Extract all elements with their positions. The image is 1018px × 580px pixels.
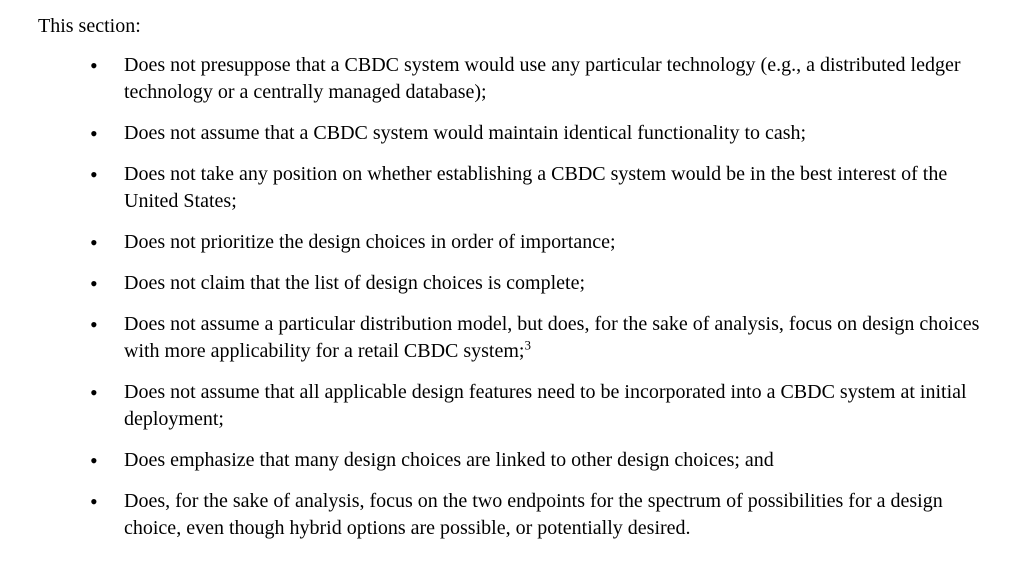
bullet-text: Does not claim that the list of design c… xyxy=(124,272,585,294)
bullet-text: Does not assume a particular distributio… xyxy=(124,313,979,362)
bullet-list: Does not presuppose that a CBDC system w… xyxy=(38,52,980,542)
list-item: Does not take any position on whether es… xyxy=(84,161,980,215)
footnote-marker: 3 xyxy=(524,337,531,352)
list-item: Does not assume that all applicable desi… xyxy=(84,379,980,433)
list-item: Does emphasize that many design choices … xyxy=(84,447,980,474)
bullet-text: Does not assume that all applicable desi… xyxy=(124,381,967,430)
bullet-text: Does, for the sake of analysis, focus on… xyxy=(124,490,943,539)
list-item: Does, for the sake of analysis, focus on… xyxy=(84,488,980,542)
list-item: Does not assume that a CBDC system would… xyxy=(84,120,980,147)
bullet-text: Does not prioritize the design choices i… xyxy=(124,231,616,253)
bullet-text: Does not assume that a CBDC system would… xyxy=(124,122,806,144)
bullet-text: Does emphasize that many design choices … xyxy=(124,449,774,471)
document-page: This section: Does not presuppose that a… xyxy=(0,0,1018,580)
list-item: Does not prioritize the design choices i… xyxy=(84,229,980,256)
list-item: Does not presuppose that a CBDC system w… xyxy=(84,52,980,106)
bullet-text: Does not take any position on whether es… xyxy=(124,163,947,212)
list-item: Does not claim that the list of design c… xyxy=(84,270,980,297)
list-item: Does not assume a particular distributio… xyxy=(84,311,980,365)
bullet-text: Does not presuppose that a CBDC system w… xyxy=(124,54,960,103)
intro-line: This section: xyxy=(38,12,980,40)
